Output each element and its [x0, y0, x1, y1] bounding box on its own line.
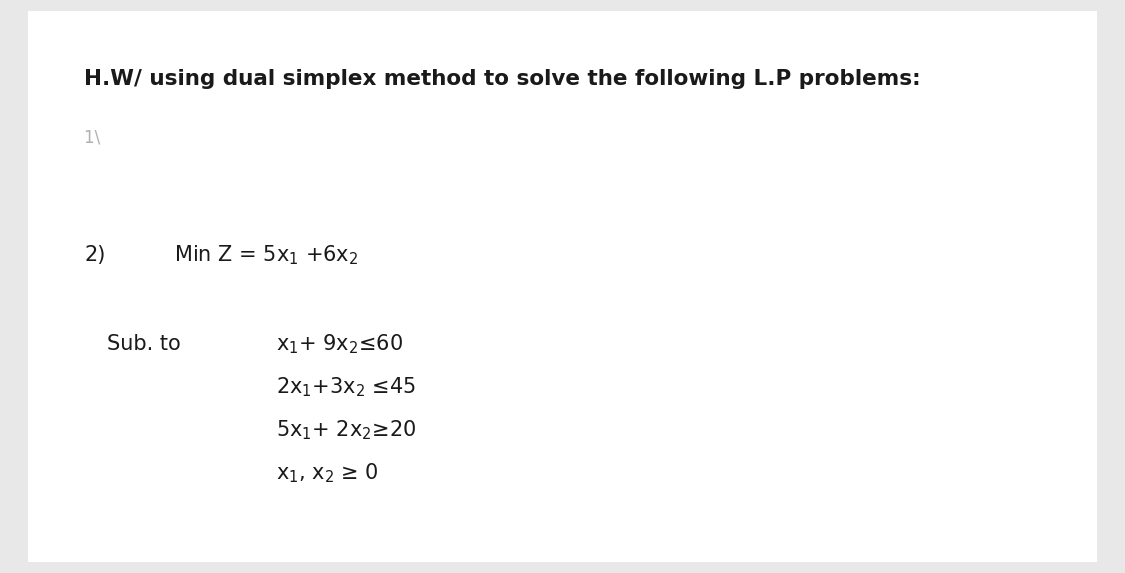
Text: Sub. to: Sub. to	[107, 334, 181, 354]
Text: 2): 2)	[84, 245, 106, 265]
Text: 5x$_{1}$+ 2x$_{2}$≥20: 5x$_{1}$+ 2x$_{2}$≥20	[276, 418, 416, 442]
Text: H.W/ using dual simplex method to solve the following L.P problems:: H.W/ using dual simplex method to solve …	[84, 69, 921, 89]
Text: Min Z = 5x$_{1}$ +6x$_{2}$: Min Z = 5x$_{1}$ +6x$_{2}$	[174, 243, 359, 267]
Text: x$_{1}$, x$_{2}$ ≥ 0: x$_{1}$, x$_{2}$ ≥ 0	[276, 461, 378, 485]
Text: 1\: 1\	[84, 129, 106, 147]
Text: x$_{1}$+ 9x$_{2}$≤60: x$_{1}$+ 9x$_{2}$≤60	[276, 332, 403, 356]
Text: 2x$_{1}$+3x$_{2}$ ≤45: 2x$_{1}$+3x$_{2}$ ≤45	[276, 375, 415, 399]
